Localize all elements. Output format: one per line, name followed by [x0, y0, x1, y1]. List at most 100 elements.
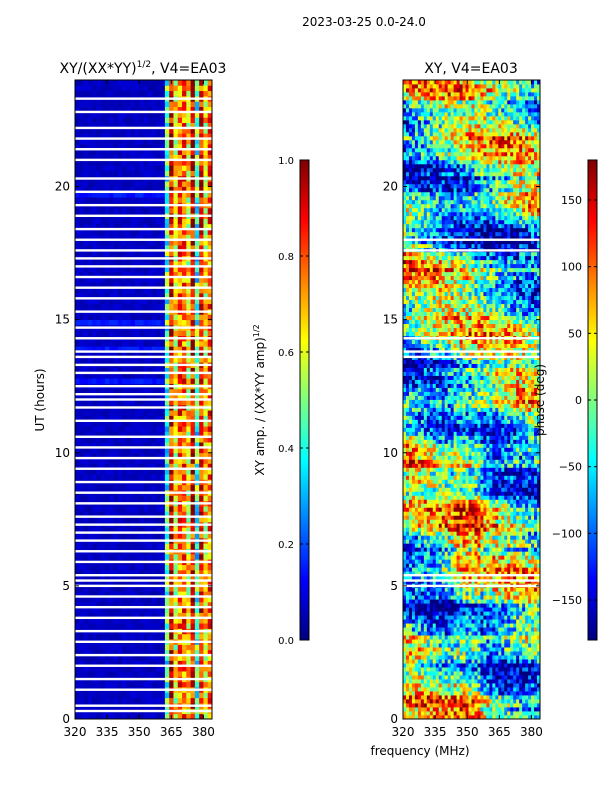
amplitude-heatmap-cell: [173, 506, 178, 512]
amplitude-heatmap-cell: [101, 543, 106, 549]
phase-heatmap-cell: [492, 711, 495, 715]
amplitude-heatmap-cell: [88, 330, 93, 336]
phase-heatmap-cell: [442, 691, 445, 695]
amplitude-heatmap-cell: [152, 623, 157, 629]
amplitude-heatmap-cell: [148, 314, 153, 320]
phase-heatmap-cell: [466, 675, 469, 679]
amplitude-heatmap-cell: [118, 495, 123, 501]
phase-heatmap-cell: [433, 691, 436, 695]
amplitude-heatmap-cell: [199, 671, 204, 677]
phase-heatmap-cell: [409, 631, 412, 635]
phase-heatmap-cell: [436, 631, 439, 635]
amplitude-heatmap-cell: [191, 554, 196, 560]
phase-heatmap-cell: [424, 635, 427, 639]
amplitude-heatmap-cell: [79, 698, 84, 704]
phase-heatmap-cell: [409, 643, 412, 647]
phase-heatmap-cell: [457, 671, 460, 675]
amplitude-heatmap-cell: [109, 117, 114, 123]
amplitude-heatmap-cell: [79, 410, 84, 416]
amplitude-heatmap-cell: [88, 341, 93, 347]
amplitude-heatmap-cell: [135, 330, 140, 336]
phase-heatmap-cell: [486, 651, 489, 655]
amplitude-heatmap-cell: [109, 85, 114, 91]
phase-heatmap-cell: [403, 699, 406, 703]
amplitude-heatmap-cell: [195, 426, 200, 432]
amplitude-heatmap-cell: [101, 91, 106, 97]
amplitude-heatmap-cell: [203, 80, 208, 86]
phase-heatmap-cell: [436, 659, 439, 663]
amplitude-heatmap-cell: [169, 474, 174, 480]
amplitude-heatmap-cell: [109, 698, 114, 704]
amplitude-heatmap-cell: [203, 495, 208, 501]
phase-heatmap-cell: [504, 699, 507, 703]
amplitude-flag-row: [75, 539, 212, 541]
amplitude-heatmap-cell: [131, 565, 136, 571]
phase-heatmap-cell: [525, 691, 528, 695]
phase-heatmap-cell: [451, 703, 454, 707]
phase-heatmap-cell: [519, 687, 522, 691]
amplitude-heatmap-cell: [126, 341, 131, 347]
phase-heatmap-cell: [501, 699, 504, 703]
phase-heatmap-cell: [519, 651, 522, 655]
amplitude-heatmap-cell: [92, 80, 97, 86]
phase-heatmap-cell: [412, 643, 415, 647]
amplitude-heatmap-cell: [161, 314, 166, 320]
amplitude-heatmap-cell: [195, 378, 200, 384]
phase-heatmap-cell: [483, 683, 486, 687]
phase-heatmap-cell: [504, 671, 507, 675]
amplitude-heatmap-cell: [109, 682, 114, 688]
phase-heatmap-cell: [412, 711, 415, 715]
amplitude-heatmap-cell: [75, 485, 80, 491]
phase-heatmap-cell: [463, 647, 466, 651]
amplitude-heatmap-cell: [191, 485, 196, 491]
phase-heatmap-cell: [525, 635, 528, 639]
phase-heatmap-cell: [507, 659, 510, 663]
phase-heatmap-cell: [477, 651, 480, 655]
amplitude-heatmap-cell: [139, 91, 144, 97]
phase-heatmap-cell: [486, 639, 489, 643]
amplitude-heatmap-cell: [165, 165, 170, 171]
amplitude-heatmap-cell: [135, 426, 140, 432]
amplitude-heatmap-cell: [165, 698, 170, 704]
amplitude-heatmap-cell: [105, 320, 110, 326]
amplitude-heatmap-cell: [79, 671, 84, 677]
phase-heatmap-cell: [421, 635, 424, 639]
amplitude-heatmap-cell: [109, 474, 114, 480]
amplitude-heatmap-cell: [144, 495, 149, 501]
phase-heatmap-cell: [415, 647, 418, 651]
phase-heatmap-cell: [531, 695, 534, 699]
amplitude-heatmap-cell: [199, 197, 204, 203]
phase-heatmap-cell: [427, 711, 430, 715]
phase-heatmap-cell: [418, 695, 421, 699]
phase-heatmap-cell: [510, 635, 513, 639]
amplitude-heatmap-cell: [203, 474, 208, 480]
phase-heatmap-cell: [406, 707, 409, 711]
amplitude-heatmap-cell: [169, 314, 174, 320]
phase-heatmap-cell: [451, 687, 454, 691]
amplitude-heatmap-cell: [161, 85, 166, 91]
phase-heatmap-cell: [474, 691, 477, 695]
phase-heatmap-cell: [504, 675, 507, 679]
phase-heatmap-cell: [424, 663, 427, 667]
phase-heatmap-cell: [406, 711, 409, 715]
phase-heatmap-cell: [466, 651, 469, 655]
amplitude-heatmap-cell: [101, 623, 106, 629]
amplitude-heatmap-cell: [178, 320, 183, 326]
phase-heatmap-cell: [433, 707, 436, 711]
amplitude-heatmap-cell: [75, 341, 80, 347]
phase-heatmap-cell: [403, 671, 406, 675]
amplitude-heatmap-cell: [131, 218, 136, 224]
amplitude-heatmap-cell: [182, 474, 187, 480]
amplitude-heatmap-cell: [101, 671, 106, 677]
amplitude-heatmap-cell: [161, 565, 166, 571]
phase-heatmap-cell: [469, 651, 472, 655]
phase-heatmap-cell: [498, 703, 501, 707]
phase-heatmap-cell: [442, 707, 445, 711]
amplitude-heatmap-cell: [96, 474, 101, 480]
phase-heatmap-cell: [424, 695, 427, 699]
amplitude-heatmap-cell: [165, 495, 170, 501]
amplitude-flag-row: [75, 372, 212, 374]
amplitude-flag-row: [75, 127, 212, 129]
amplitude-heatmap-cell: [169, 634, 174, 640]
phase-heatmap-cell: [492, 659, 495, 663]
